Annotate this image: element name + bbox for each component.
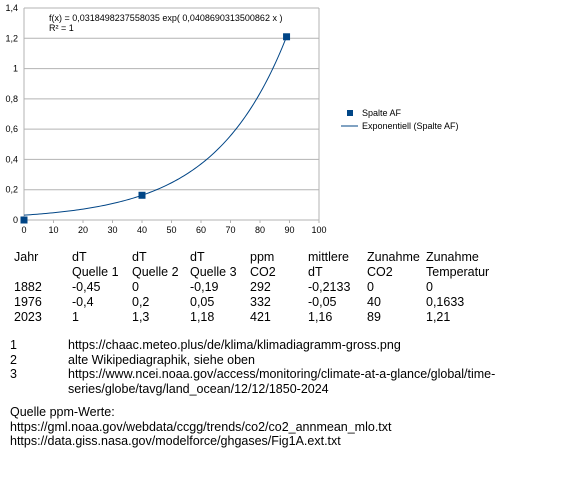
trendline-layer [23,36,288,216]
table-cell: 332 [250,295,271,309]
x-tick-label: 10 [48,225,58,235]
table-cell: 89 [367,310,381,324]
note-item: 2 alte Wikipediagraphik, siehe oben [10,353,508,368]
table-header-cell: Quelle 3 [190,265,237,279]
table-cell: 40 [367,295,381,309]
legend-marker-square [347,110,353,116]
table-header-cell: dT [190,250,205,264]
data-point [283,33,291,41]
table-cell: -0,05 [308,295,337,309]
legend-label-trendline: Exponentiell (Spalte AF) [362,121,459,131]
tick-labels-layer: 0 0,2 0,4 0,6 0,8 1 1,2 1,4 0 10 20 30 40 50 60 70 80 90 1… [5,3,326,235]
table-cell: 421 [250,310,271,324]
x-tick-label: 70 [225,225,235,235]
table-cell: 1,21 [426,310,451,324]
note-text: alte Wikipediagraphik, siehe oben [68,352,255,367]
y-tick-label: 1,4 [5,3,18,13]
exponential-chart: 0 0,2 0,4 0,6 0,8 1 1,2 1,4 0 10 20 30 40 50 60 70 80 90 1… [5,3,459,235]
x-tick-label: 20 [78,225,88,235]
chart-gridlines [24,7,319,221]
table-cell: 1882 [14,280,42,294]
note-number: 1 [10,338,17,352]
note-text: https://www.ncei.noaa.gov/access/monitor… [68,367,496,396]
data-point [138,191,146,199]
table-header-cell: Temperatur [426,265,490,279]
table-header-cell: CO2 [367,265,393,279]
x-tick-label: 60 [196,225,206,235]
table-cell: -0,45 [72,280,101,294]
y-tick-label: 0,8 [5,94,18,104]
x-tick-label: 100 [311,225,326,235]
table-cell: 0,2 [132,295,150,309]
table-cell: -0,4 [72,295,94,309]
x-tick-label: 30 [107,225,117,235]
table-cell: 0 [132,280,139,294]
x-tick-label: 90 [284,225,294,235]
table-cell: 1,18 [190,310,215,324]
source-link-giss: https://data.giss.nasa.gov/modelforce/gh… [10,434,341,448]
table-header-cell: dT [308,265,323,279]
table-cell: 0 [367,280,374,294]
table-header-cell: Zunahme [426,250,479,264]
table-cell: 1,16 [308,310,333,324]
table-header-cell: mittlere [308,250,349,264]
table-cell: 0 [426,280,433,294]
ppm-sources: Quelle ppm-Werte: https://gml.noaa.gov/w… [10,405,391,449]
legend: Spalte AF Exponentiell (Spalte AF) [341,108,459,131]
x-tick-label: 80 [255,225,265,235]
data-point [20,216,28,224]
sources-heading: Quelle ppm-Werte: [10,405,115,419]
table-header-cell: CO2 [250,265,276,279]
x-tick-label: 50 [166,225,176,235]
table-cell: -0,19 [190,280,219,294]
table-header-cell: dT [132,250,147,264]
note-item: 3 https://www.ncei.noaa.gov/access/monito… [10,367,508,396]
y-tick-label: 0,6 [5,124,18,134]
table-cell: 292 [250,280,271,294]
y-tick-label: 0,4 [5,154,18,164]
r-squared-label: R² = 1 [49,23,74,33]
table-cell: 2023 [14,310,42,324]
trendline-equation: f(x) = 0,0318498237558035 exp( 0,0408690… [49,13,282,23]
table-header-cell: ppm [250,250,275,264]
y-tick-label: 1,2 [5,33,18,43]
table-header-cell: Quelle 1 [72,265,119,279]
notes-list: 1 https://chaac.meteo.plus/de/klima/klima… [10,338,508,396]
source-link-noaa: https://gml.noaa.gov/webdata/ccgg/trends… [10,419,392,434]
data-points-layer [20,33,291,224]
table-cell: 1,3 [132,310,150,324]
note-item: 1 https://chaac.meteo.plus/de/klima/klima… [10,338,508,353]
table-header-cell: Zunahme [367,250,420,264]
y-tick-label: 0 [13,215,18,225]
y-tick-label: 1 [13,64,18,74]
table-cell: 1 [72,310,79,324]
y-tick-label: 0,2 [5,185,18,195]
note-number: 2 [10,352,17,367]
legend-label-points: Spalte AF [362,108,402,118]
table-header-cell: Jahr [14,250,39,264]
table-cell: 0,05 [190,295,215,309]
exponential-trendline [23,36,288,216]
table-cell: 0,1633 [426,295,465,309]
note-number: 3 [10,367,17,381]
table-cell: -0,2133 [308,280,351,294]
x-tick-label: 0 [21,225,26,235]
chart-axes [23,8,320,223]
table-header-cell: Quelle 2 [132,265,179,279]
note-text: https://chaac.meteo.plus/de/klima/klimad… [68,338,401,352]
table-header-cell: dT [72,250,87,264]
x-tick-label: 40 [137,225,147,235]
table-cell: 1976 [14,295,42,309]
